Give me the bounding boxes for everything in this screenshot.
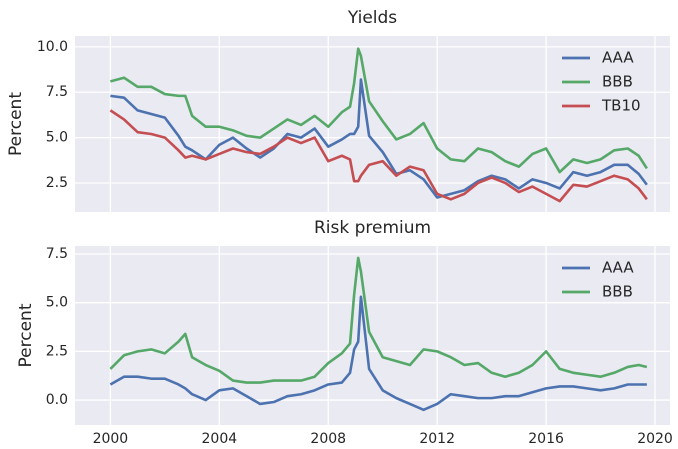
y-tick-label: 2.5 <box>46 343 68 359</box>
y-tick-label: 7.5 <box>46 84 68 100</box>
legend-label: AAA <box>602 49 634 67</box>
y-tick-label: 10.0 <box>37 39 68 55</box>
y-axis-label: Percent <box>6 92 26 156</box>
y-tick-label: 5.0 <box>46 295 68 311</box>
series-line <box>109 256 648 384</box>
y-tick-label: 5.0 <box>46 130 68 146</box>
series-line <box>110 78 648 199</box>
legend-label: TB10 <box>601 97 641 115</box>
x-tick-label: 2000 <box>93 431 129 447</box>
x-tick-label: 2004 <box>202 431 238 447</box>
x-tick-label: 2016 <box>528 431 564 447</box>
chart-title: Yields <box>347 8 397 28</box>
y-tick-label: 2.5 <box>46 175 68 191</box>
series-line <box>110 47 648 174</box>
y-tick-label: 0.0 <box>46 392 68 408</box>
legend-label: BBB <box>602 73 633 91</box>
legend-label: AAA <box>602 259 634 277</box>
y-tick-label: 7.5 <box>46 246 68 262</box>
series-line <box>109 295 647 412</box>
x-tick-label: 2008 <box>310 431 346 447</box>
legend-label: BBB <box>602 283 633 301</box>
x-tick-label: 2012 <box>419 431 455 447</box>
series-line <box>109 109 648 203</box>
x-tick-label: 2020 <box>637 431 673 447</box>
chart-title: Risk premium <box>314 218 431 238</box>
y-axis-label: Percent <box>16 303 36 367</box>
